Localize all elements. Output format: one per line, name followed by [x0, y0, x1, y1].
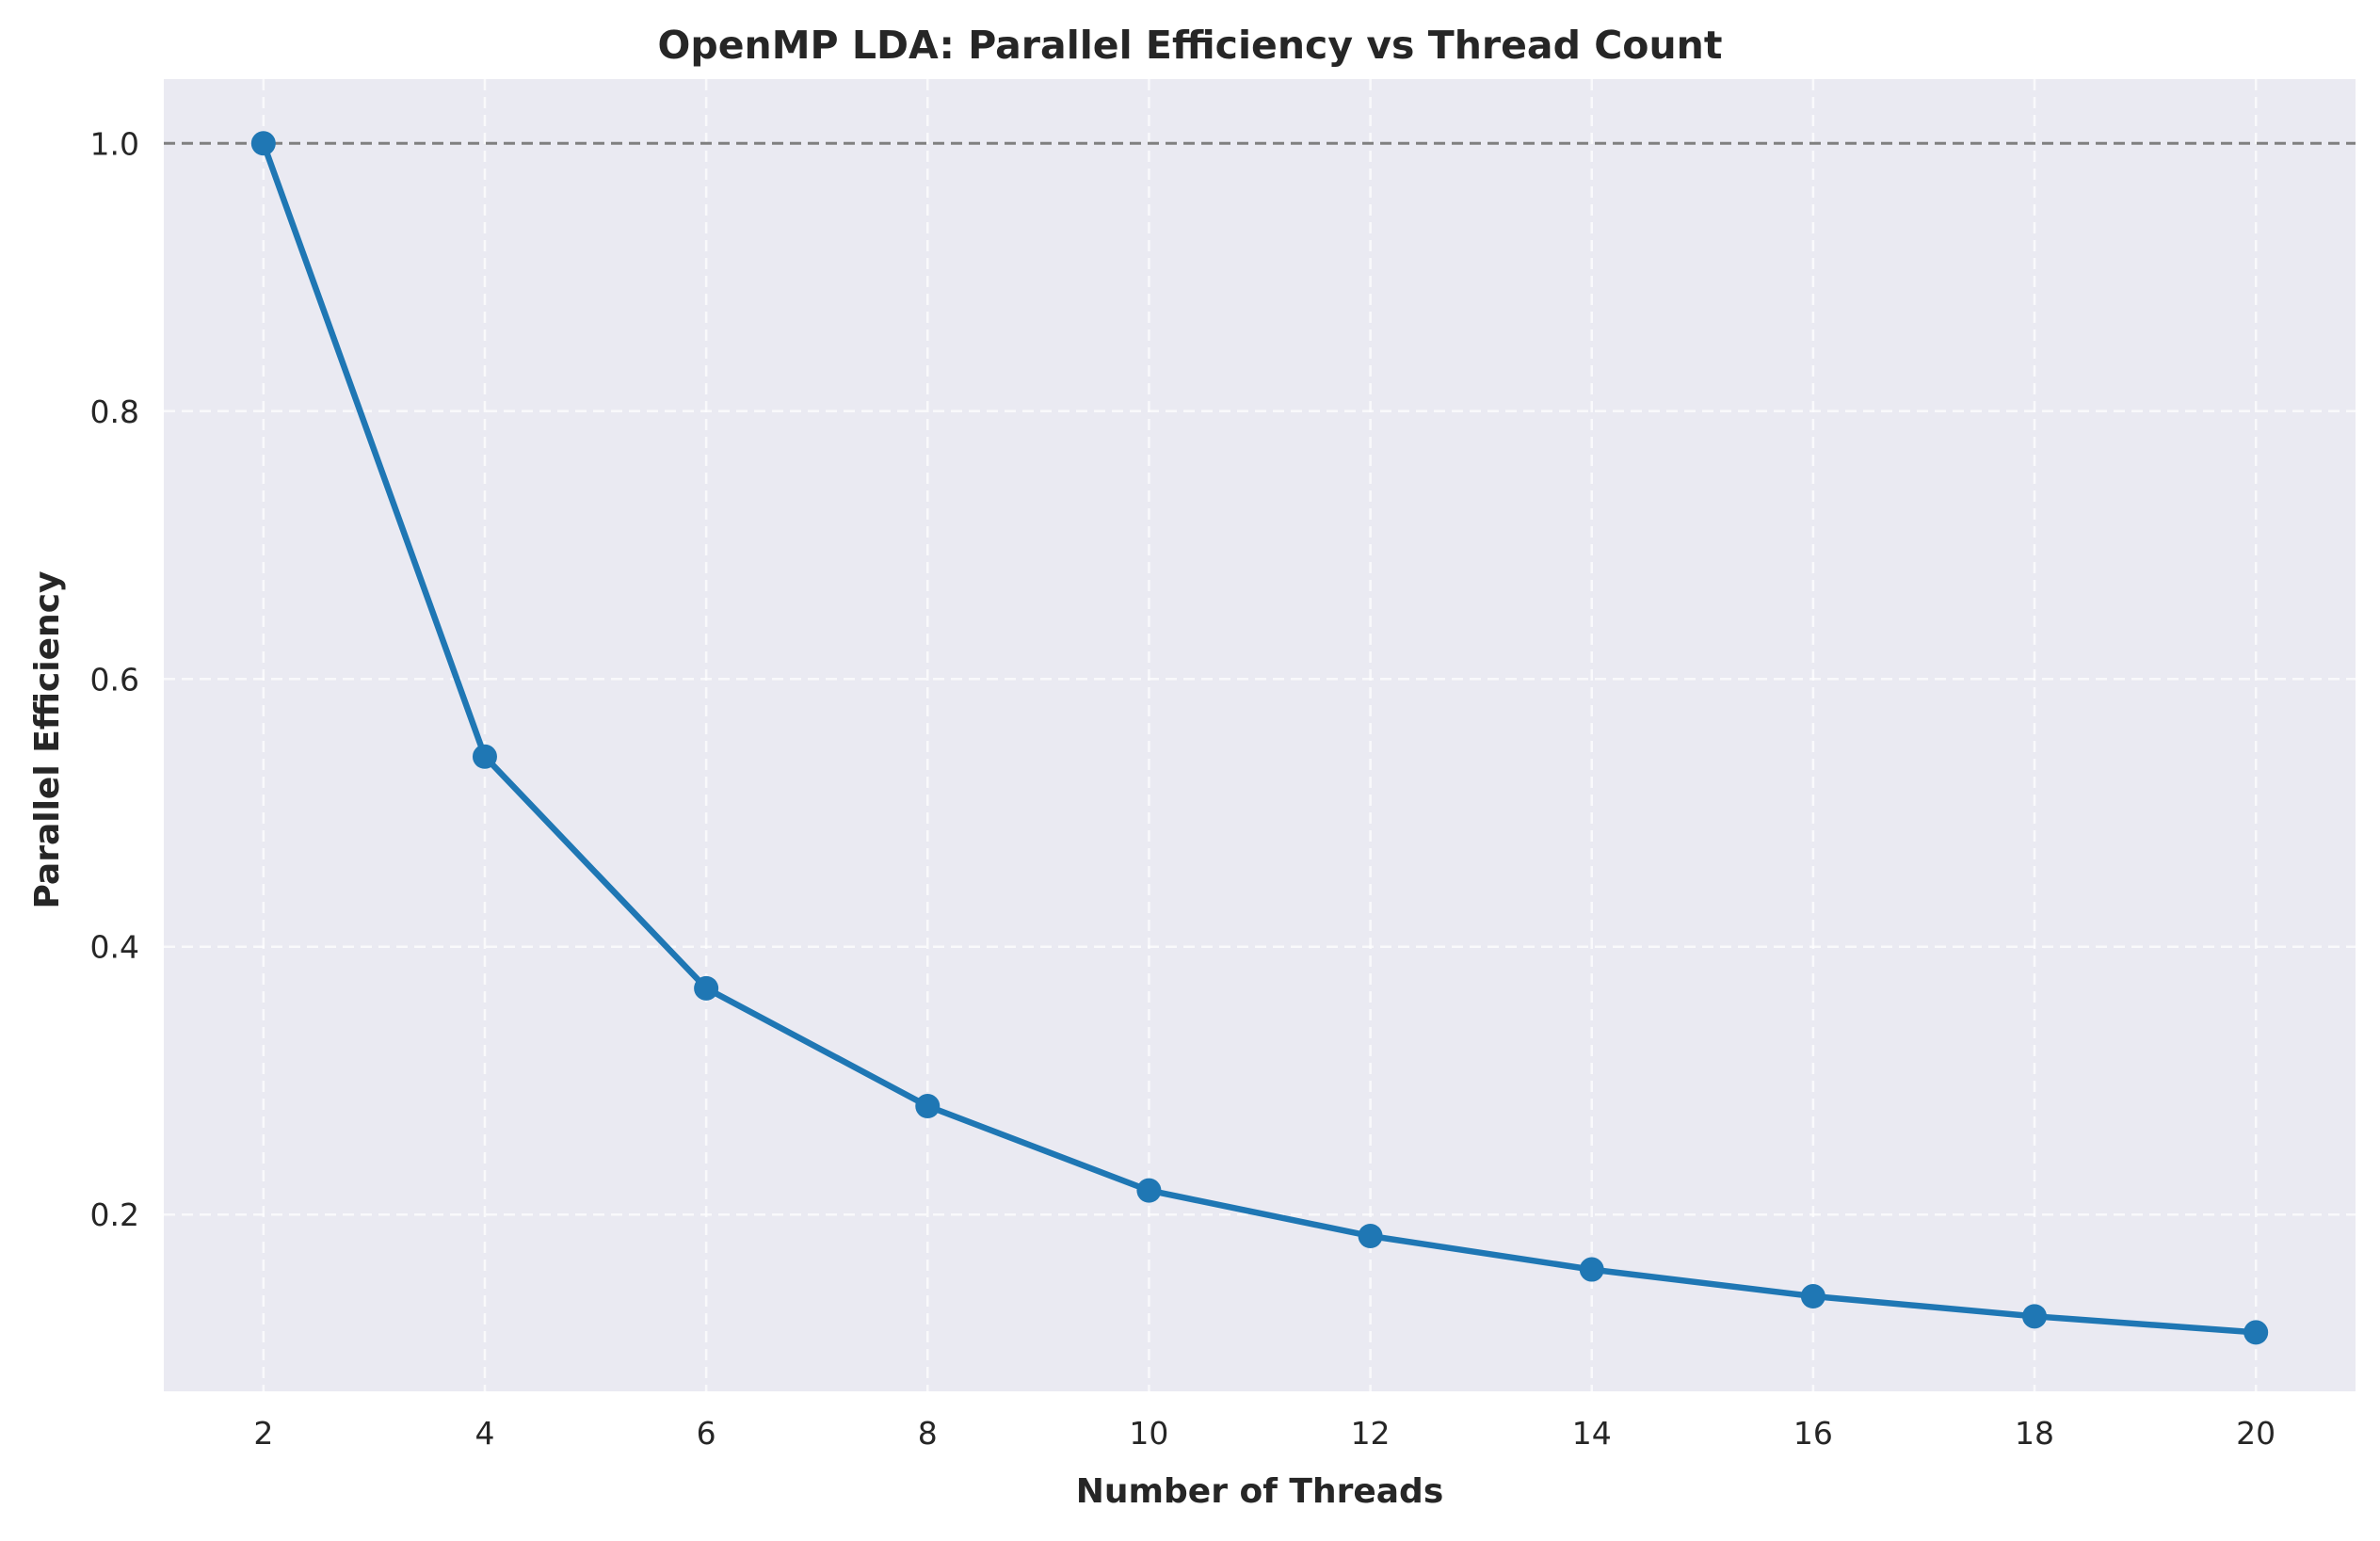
x-tick-label: 12: [1351, 1415, 1391, 1452]
data-point: [2243, 1320, 2269, 1345]
plot-area: [164, 79, 2356, 1391]
x-tick-label: 20: [2236, 1415, 2275, 1452]
series-line: [260, 140, 2259, 1336]
x-tick-label: 18: [2015, 1415, 2054, 1452]
data-point: [250, 131, 276, 156]
data-point: [2022, 1304, 2048, 1329]
x-tick-label: 10: [1129, 1415, 1168, 1452]
y-tick-label: 0.4: [90, 929, 139, 966]
series-group: [250, 131, 2269, 1345]
x-tick-label: 6: [697, 1415, 716, 1452]
tick-labels: 2 4 6 8 10 12 14 16 18 20 0.2 0.4 0.6 0.8 1.0: [90, 125, 2276, 1452]
data-point: [1579, 1257, 1604, 1282]
y-axis-label: Parallel Efficiency: [28, 571, 67, 909]
y-tick-label: 0.8: [90, 393, 139, 430]
x-tick-label: 2: [253, 1415, 273, 1452]
x-axis-label: Number of Threads: [1076, 1472, 1444, 1511]
y-tick-label: 0.6: [90, 661, 139, 698]
data-point: [1358, 1223, 1383, 1248]
data-point: [694, 975, 719, 1001]
x-tick-label: 4: [474, 1415, 494, 1452]
y-tick-label: 1.0: [90, 125, 139, 162]
y-tick-label: 0.2: [90, 1196, 139, 1233]
x-tick-label: 8: [918, 1415, 938, 1452]
data-point: [1136, 1178, 1162, 1203]
data-point: [472, 744, 497, 769]
chart-title: OpenMP LDA: Parallel Efficiency vs Threa…: [658, 23, 1723, 68]
data-point: [1800, 1284, 1825, 1309]
x-tick-label: 16: [1793, 1415, 1833, 1452]
data-point: [915, 1094, 941, 1119]
x-tick-label: 14: [1572, 1415, 1612, 1452]
